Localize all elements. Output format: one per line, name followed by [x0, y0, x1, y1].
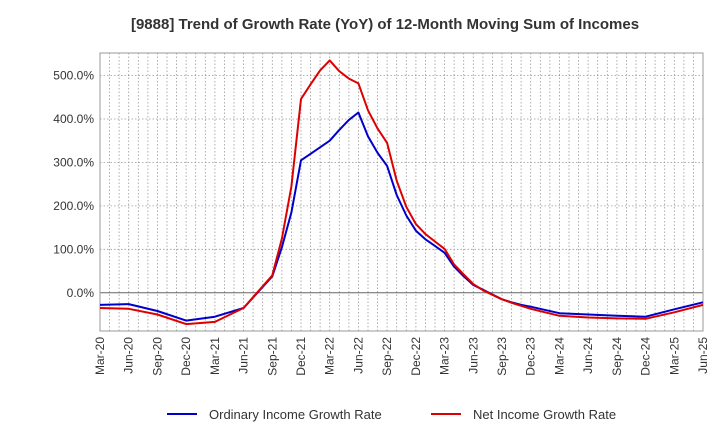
x-tick-label: Sep-23 [495, 337, 509, 376]
x-tick-label: Mar-25 [667, 337, 681, 375]
x-tick-label: Jun-24 [581, 337, 595, 374]
y-tick-label: 400.0% [53, 112, 94, 126]
x-tick-label: Dec-20 [179, 337, 193, 376]
x-tick-label: Sep-24 [610, 337, 624, 376]
x-tick-label: Mar-21 [208, 337, 222, 375]
series-line-net-income [99, 59, 704, 326]
y-tick-label: 300.0% [53, 156, 94, 170]
x-tick-label: Dec-22 [409, 337, 423, 376]
legend-label-ordinary-income: Ordinary Income Growth Rate [209, 407, 382, 422]
x-tick-label: Mar-24 [552, 337, 566, 375]
x-tick-label: Jun-23 [466, 337, 480, 374]
legend-label-net-income: Net Income Growth Rate [473, 407, 616, 422]
x-tick-label: Dec-23 [524, 337, 538, 376]
x-tick-label: Sep-22 [380, 337, 394, 376]
x-axis: Mar-20 Jun-20 Sep-20 Dec-20 Mar-21 Jun-21 Sep-… [93, 337, 710, 376]
y-tick-label: 500.0% [53, 69, 94, 83]
series-group [99, 59, 704, 326]
x-tick-label: Jun-21 [237, 337, 251, 374]
x-tick-label: Sep-21 [265, 337, 279, 376]
y-tick-label: 200.0% [53, 199, 94, 213]
legend: Ordinary Income Growth Rate Net Income G… [167, 407, 616, 422]
plot-frame [99, 52, 704, 332]
y-tick-label: 100.0% [53, 242, 94, 256]
x-tick-label: Dec-21 [294, 337, 308, 376]
series-line-ordinary-income [99, 111, 704, 322]
y-axis: 0.0% 100.0% 200.0% 300.0% 400.0% 500.0% [53, 69, 94, 300]
x-tick-label: Jun-20 [122, 337, 136, 374]
x-tick-label: Jun-22 [351, 337, 365, 374]
x-tick-label: Jun-25 [696, 337, 710, 374]
x-tick-label: Sep-20 [150, 337, 164, 376]
y-tick-label: 0.0% [67, 286, 95, 300]
x-tick-label: Dec-24 [639, 337, 653, 376]
x-tick-label: Mar-20 [93, 337, 107, 375]
chart-title: [9888] Trend of Growth Rate (YoY) of 12-… [131, 16, 639, 33]
x-tick-label: Mar-23 [438, 337, 452, 375]
x-tick-label: Mar-22 [323, 337, 337, 375]
